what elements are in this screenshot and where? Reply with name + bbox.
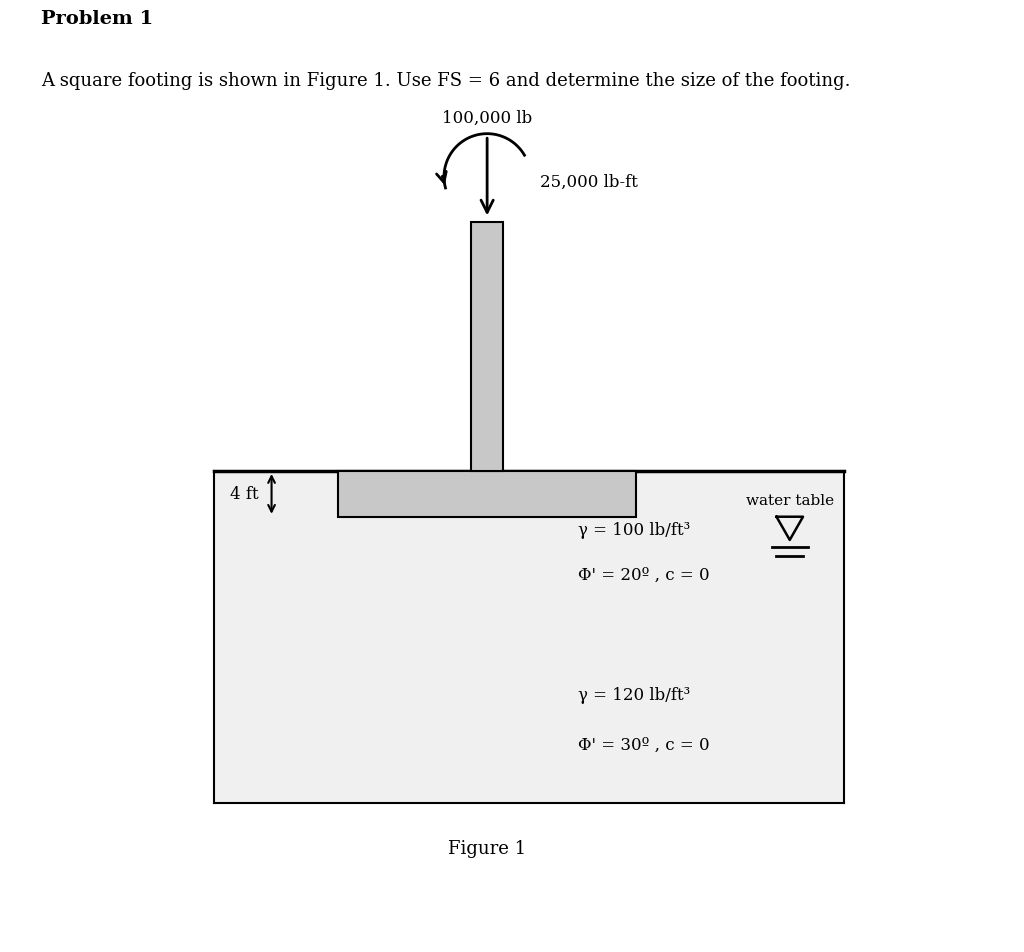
Text: γ = 120 lb/ft³: γ = 120 lb/ft³ bbox=[579, 686, 690, 704]
Text: 100,000 lb: 100,000 lb bbox=[442, 109, 532, 127]
Text: Φ' = 30º , c = 0: Φ' = 30º , c = 0 bbox=[579, 737, 710, 753]
Bar bbox=[471, 223, 503, 471]
Bar bbox=[338, 471, 636, 517]
Text: 4 ft: 4 ft bbox=[230, 486, 259, 503]
Text: A square footing is shown in Figure 1. Use FS = 6 and determine the size of the : A square footing is shown in Figure 1. U… bbox=[41, 71, 851, 89]
Text: 25,000 lb-ft: 25,000 lb-ft bbox=[541, 173, 638, 190]
Text: Problem 1: Problem 1 bbox=[41, 10, 154, 28]
Bar bbox=[214, 471, 844, 803]
Text: Φ' = 20º , c = 0: Φ' = 20º , c = 0 bbox=[579, 566, 710, 584]
Text: water table: water table bbox=[745, 493, 834, 507]
Text: Figure 1: Figure 1 bbox=[449, 840, 526, 858]
Text: γ = 100 lb/ft³: γ = 100 lb/ft³ bbox=[579, 521, 690, 538]
Text: B x B: B x B bbox=[447, 486, 502, 504]
